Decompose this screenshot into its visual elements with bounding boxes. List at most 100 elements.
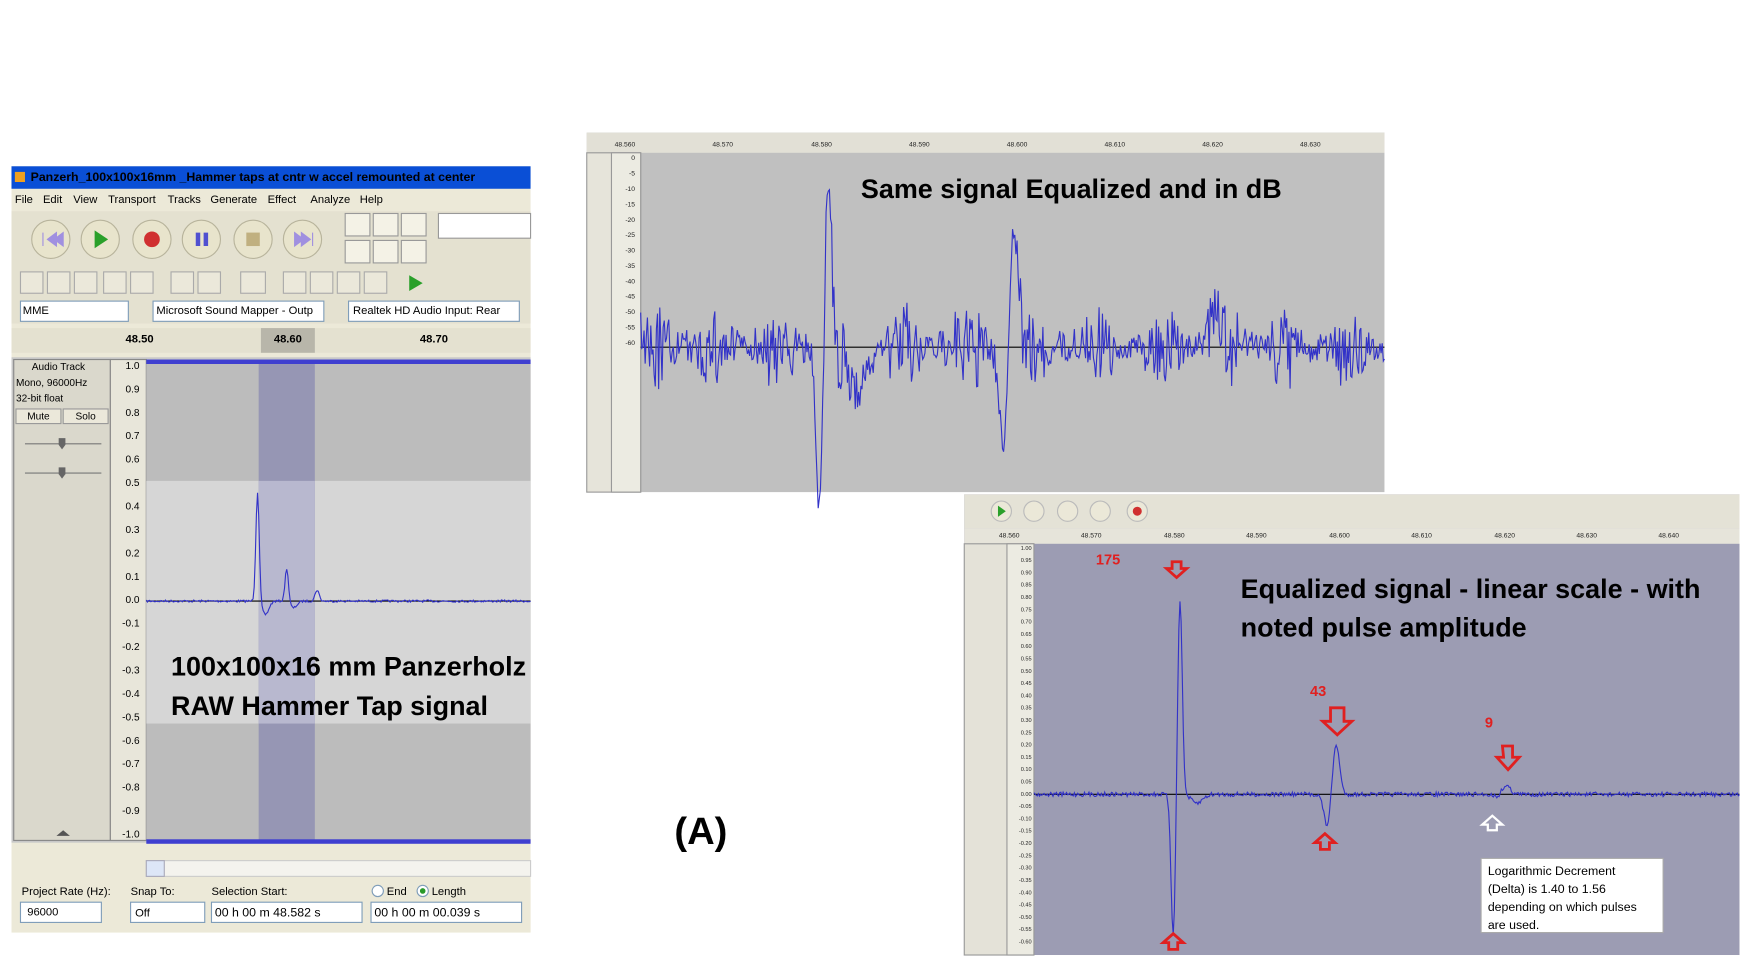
y-axis-label: -0.15	[1019, 829, 1032, 835]
stop-button[interactable]	[1023, 500, 1045, 522]
fit-project-button[interactable]	[363, 271, 388, 294]
ruler-label: 48.600	[1329, 533, 1350, 540]
zoom-tool[interactable]	[344, 239, 371, 264]
envelope-tool[interactable]	[372, 212, 399, 237]
device-name: Realtek HD Audio Input: Rear	[353, 305, 500, 317]
label: End	[387, 886, 407, 898]
scrollbar[interactable]	[145, 860, 532, 877]
pulse-label: 175	[1096, 553, 1120, 569]
y-axis	[610, 152, 642, 493]
y-axis-label: 1.00	[1021, 546, 1032, 552]
copy-button[interactable]	[46, 271, 71, 294]
y-axis-label: -0.4	[122, 689, 140, 700]
note-line: (Delta) is 1.40 to 1.56	[1488, 882, 1606, 896]
ruler-label: 48.630	[1576, 533, 1597, 540]
icon	[195, 232, 209, 247]
icon	[1132, 506, 1142, 516]
device-name: MME	[23, 305, 49, 317]
collapse-button[interactable]	[56, 830, 70, 836]
zoom-out-button[interactable]	[309, 271, 334, 294]
y-axis-label: -0.9	[122, 806, 140, 817]
ruler-label: 48.570	[1081, 533, 1102, 540]
length-time[interactable]	[370, 901, 523, 923]
label: 00 h 00 m 00.039 s	[374, 906, 480, 920]
host-select[interactable]	[19, 300, 129, 322]
y-axis-label: 0.40	[1021, 693, 1032, 699]
start-time[interactable]	[210, 901, 363, 923]
y-axis-label: 0.55	[1021, 656, 1032, 662]
label: Mute	[27, 412, 50, 423]
app-icon	[14, 171, 25, 183]
waveform	[1033, 601, 1740, 935]
timeshift-tool[interactable]	[372, 239, 399, 264]
left-window	[11, 166, 532, 933]
y-axis-label: 0.00	[1021, 792, 1032, 798]
fit-selection-button[interactable]	[336, 271, 361, 294]
y-axis-label: -55	[625, 325, 635, 332]
y-axis-label: 0.8	[126, 408, 140, 419]
rate-select[interactable]	[19, 901, 102, 923]
y-axis-label: -0.25	[1019, 853, 1032, 859]
y-axis-label: -35	[625, 263, 635, 270]
trim-button[interactable]	[103, 271, 127, 294]
redo-button[interactable]	[197, 271, 222, 294]
annotation: RAW Hammer Tap signal	[171, 691, 488, 721]
ruler-label: 48.590	[1246, 533, 1267, 540]
menu-item: Transport	[108, 194, 156, 206]
y-axis-label: 0.3	[126, 525, 140, 536]
ruler-label: 48.610	[1411, 533, 1432, 540]
ruler-label: 48.620	[1494, 533, 1515, 540]
label: Length	[432, 886, 466, 898]
skip-start-button[interactable]	[1056, 500, 1079, 522]
note-box	[1480, 857, 1664, 934]
end-radio[interactable]	[371, 884, 384, 898]
scroll-left[interactable]	[145, 860, 165, 877]
cut-button[interactable]	[19, 271, 44, 294]
y-axis	[1006, 543, 1035, 956]
y-axis-label: -40	[625, 278, 635, 285]
solo-button[interactable]	[62, 408, 109, 425]
y-axis-label: -0.45	[1019, 903, 1032, 909]
y-axis-label: -10	[625, 186, 635, 193]
paste-button[interactable]	[73, 271, 98, 294]
arrow-down	[1162, 560, 1191, 580]
y-axis-label: -0.20	[1019, 841, 1032, 847]
zoom-in-button[interactable]	[282, 271, 307, 294]
y-axis-label: -0.60	[1019, 939, 1032, 945]
y-axis-label: -0.10	[1019, 816, 1032, 822]
multi-tool[interactable]	[400, 239, 427, 264]
menu-item: Edit	[43, 194, 63, 206]
arrow-down	[1493, 744, 1523, 772]
y-axis-label: -25	[625, 232, 635, 239]
label: Off	[135, 907, 151, 919]
waveform-band	[146, 480, 531, 724]
select-tool[interactable]	[344, 212, 371, 237]
undo-button[interactable]	[170, 271, 195, 294]
snap-select[interactable]	[130, 901, 206, 923]
pause-button[interactable]	[181, 219, 222, 259]
input-select[interactable]	[347, 300, 520, 322]
waveform	[145, 492, 531, 616]
y-axis-label: 0.10	[1021, 767, 1032, 773]
y-axis-label: 0.70	[1021, 620, 1032, 626]
play-at-speed[interactable]	[409, 275, 423, 291]
label: 00 h 00 m 48.582 s	[215, 906, 321, 920]
y-axis-label: 0.1	[126, 572, 140, 583]
y-axis-label: 0.85	[1021, 583, 1032, 589]
y-axis-label: 0.50	[1021, 669, 1032, 675]
ruler-label: 48.600	[1007, 142, 1028, 149]
silence-button[interactable]	[130, 271, 154, 294]
pan-thumb[interactable]	[58, 467, 66, 479]
meter	[437, 212, 532, 239]
draw-tool[interactable]	[400, 212, 427, 237]
mute-button[interactable]	[15, 408, 62, 425]
output-select[interactable]	[152, 300, 325, 322]
sync-button[interactable]	[240, 271, 266, 294]
skip-end-button[interactable]	[1089, 500, 1111, 522]
menu-item: Effect	[268, 194, 297, 206]
y-axis-label: 0.4	[126, 502, 140, 513]
title-bar	[11, 166, 531, 189]
gain-thumb[interactable]	[58, 438, 66, 450]
